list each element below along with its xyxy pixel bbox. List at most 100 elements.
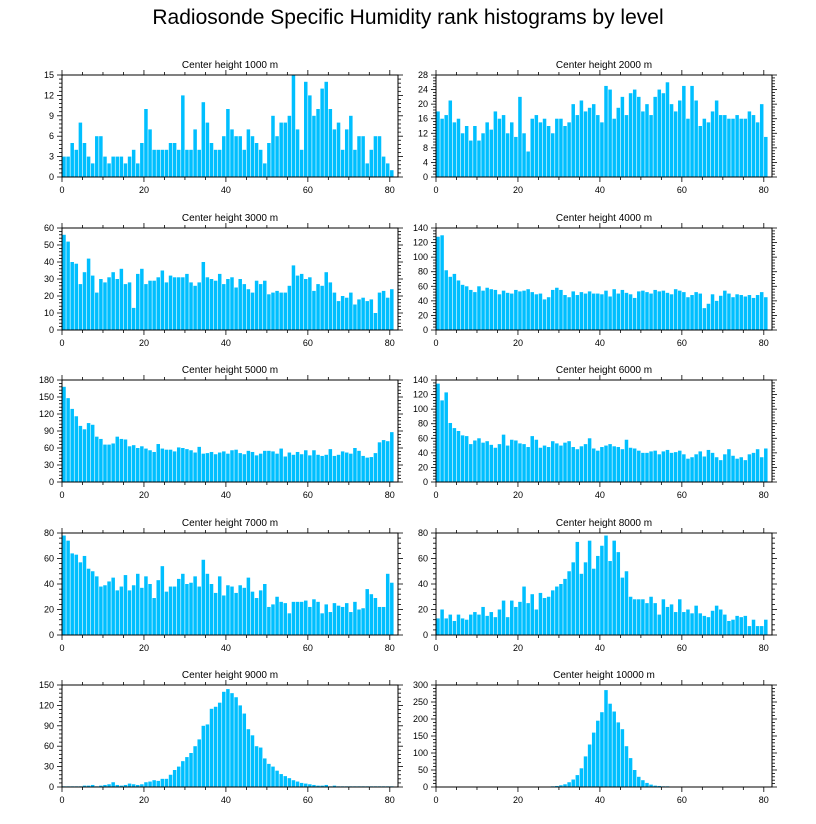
y-tick-label: 100	[413, 748, 428, 758]
bar	[702, 308, 707, 330]
bar	[312, 290, 316, 330]
bar	[501, 434, 506, 482]
bar	[477, 286, 481, 330]
bar	[641, 599, 645, 635]
bar	[489, 612, 494, 635]
y-tick-label: 100	[413, 404, 428, 414]
bar	[649, 451, 653, 482]
bar	[357, 609, 361, 635]
bar	[485, 287, 489, 330]
y-tick-label: 140	[413, 375, 428, 385]
bar	[336, 301, 341, 330]
bar	[583, 444, 588, 482]
bar	[304, 783, 308, 787]
bar	[718, 460, 723, 482]
bar	[140, 143, 144, 177]
bar	[583, 111, 588, 177]
bar	[152, 780, 156, 787]
bar	[144, 448, 148, 482]
x-tick-label: 60	[303, 338, 313, 348]
bar	[140, 784, 144, 787]
bar	[127, 282, 132, 330]
bar	[82, 143, 87, 177]
bar	[254, 280, 259, 330]
bar	[649, 293, 653, 330]
bar	[579, 573, 584, 635]
bar	[90, 424, 95, 482]
bar	[312, 599, 316, 635]
bar	[230, 693, 234, 787]
bar	[267, 143, 271, 177]
bar	[632, 297, 637, 330]
x-tick-label: 80	[385, 338, 395, 348]
bar	[209, 451, 214, 482]
bar	[189, 149, 193, 177]
bar	[222, 451, 226, 482]
bar	[99, 438, 103, 482]
bar	[678, 100, 682, 177]
bar	[377, 442, 382, 482]
bar	[448, 614, 453, 635]
bar	[579, 446, 584, 482]
bar	[99, 785, 103, 787]
x-tick-label: 20	[139, 643, 149, 653]
bar	[222, 595, 226, 635]
bar	[66, 540, 70, 635]
bar	[657, 89, 662, 177]
bar	[731, 455, 735, 482]
bar	[493, 617, 498, 635]
bar	[238, 136, 242, 177]
bar	[448, 422, 453, 482]
panel-title: Center height 4000 m	[556, 213, 652, 224]
bar	[682, 454, 686, 482]
bar	[764, 136, 768, 177]
bar	[263, 758, 267, 787]
bar	[263, 584, 267, 635]
bar	[616, 447, 621, 482]
bar	[632, 448, 637, 482]
bar	[107, 163, 111, 177]
panel-title: Center height 5000 m	[182, 365, 278, 376]
bar	[78, 284, 83, 330]
x-tick-label: 40	[221, 490, 231, 500]
bar	[226, 453, 230, 482]
bar	[678, 450, 682, 482]
bar	[99, 136, 103, 177]
bar	[514, 440, 518, 482]
y-tick-label: 100	[413, 252, 428, 262]
bar	[234, 136, 238, 177]
bar	[316, 785, 320, 787]
bar	[324, 784, 328, 787]
bar	[254, 455, 259, 482]
bar	[385, 297, 390, 330]
x-tick-label: 0	[59, 185, 64, 195]
y-tick-label: 0	[423, 782, 428, 792]
bar	[649, 115, 653, 177]
bar	[686, 118, 690, 177]
bar	[332, 603, 337, 636]
x-tick-label: 60	[303, 795, 313, 805]
bar	[567, 782, 571, 787]
bar	[340, 296, 345, 330]
bar	[714, 605, 719, 635]
bar	[181, 448, 185, 482]
bar	[127, 590, 132, 636]
bar	[283, 776, 288, 787]
bar	[205, 453, 210, 482]
bar	[714, 300, 719, 330]
bar	[271, 766, 275, 787]
bar	[657, 614, 662, 635]
bar	[234, 449, 238, 482]
bar	[267, 294, 271, 330]
bar	[563, 126, 567, 177]
y-tick-label: 80	[44, 528, 54, 538]
y-tick-label: 28	[418, 70, 428, 80]
bar	[464, 286, 469, 330]
bar	[759, 457, 764, 482]
bar	[563, 295, 567, 330]
bar	[759, 626, 764, 635]
bar	[456, 280, 461, 330]
bar	[690, 85, 694, 177]
bar	[160, 448, 165, 482]
